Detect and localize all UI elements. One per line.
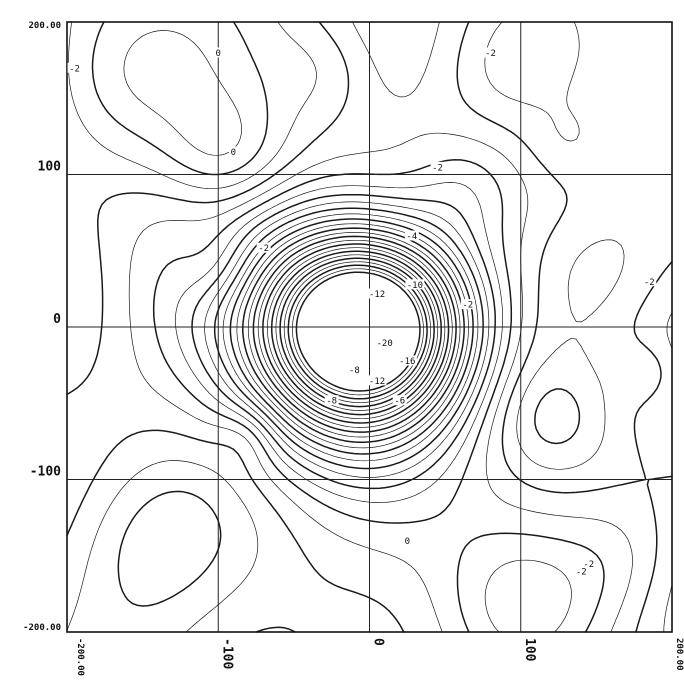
- contour-label-17: 0: [405, 537, 410, 547]
- contour-label-bg-2: [483, 47, 498, 58]
- contour-label-bg-4: [430, 161, 445, 172]
- contour-line-2: [91, 21, 581, 607]
- y-tick-label-3: -100: [30, 465, 61, 480]
- contour-label-8: -12: [369, 290, 385, 300]
- y-tick-label-0: 200.00: [28, 21, 61, 31]
- x-tick-label-3: 100: [522, 638, 537, 662]
- contour-label-16: -2: [644, 278, 655, 288]
- contour-label-15: -6: [394, 397, 405, 407]
- contour-label-bg-17: [402, 535, 412, 546]
- contour-label-bg-6: [404, 230, 419, 241]
- contour-label-0: 0: [216, 49, 221, 59]
- contour-line--21: [292, 268, 424, 396]
- contour-line--13: [257, 239, 453, 428]
- plot-frame: [66, 21, 673, 633]
- contour-label-bg-3: [228, 146, 238, 157]
- contour-line--8: [229, 218, 474, 455]
- contour-label-bg-1: [67, 62, 82, 73]
- contour-labels: 0-2-20-2-2-4-10-12-2-20-16-12-8-8 -6-20-2…: [67, 47, 657, 578]
- contour-label-bg-5: [256, 242, 271, 253]
- contour-line-3: [123, 30, 243, 156]
- contour-lines: [66, 21, 673, 633]
- contour-line--14: [262, 243, 450, 424]
- contour-label-bg-10: [375, 337, 395, 348]
- x-tick-label-1: -100: [219, 638, 234, 669]
- x-tick-label-2: 0: [371, 638, 386, 646]
- x-tick-labels: -200.00 -100 0 100 200.00: [75, 638, 684, 676]
- contour-label-bg-16: [642, 276, 657, 287]
- contour-label-bg-9: [460, 299, 475, 310]
- contour-label-bg-18: [581, 558, 596, 569]
- contour-label-bg-7: [405, 279, 425, 290]
- contour-label-bg-12: [367, 375, 387, 386]
- contour-label-19: -2: [576, 568, 587, 578]
- x-tick-label-0: -200.00: [75, 638, 85, 676]
- contour-line--3: [174, 182, 572, 633]
- contour-label-bg-14: [324, 395, 339, 406]
- contour-label-18: -2: [583, 560, 594, 570]
- contour-label-bg-11: [397, 355, 417, 366]
- contour-line--11: [247, 231, 461, 438]
- contour-line--4: [191, 193, 496, 490]
- contour-label-bg-0: [213, 47, 223, 58]
- contour-line--15: [267, 247, 446, 420]
- contour-label-5: -2: [258, 244, 269, 254]
- contour-label-12: -12: [369, 377, 385, 387]
- contour-label-1: -2: [69, 64, 80, 74]
- contour-label-4: -2: [432, 163, 443, 173]
- contour-label-7: -10: [407, 281, 423, 291]
- contour-label-9: -2: [462, 301, 473, 311]
- contour-label-bg-19: [574, 566, 589, 576]
- contour-label-6: -4: [406, 232, 417, 242]
- y-tick-label-2: 0: [53, 312, 61, 327]
- contour-line--12: [252, 235, 457, 433]
- contour-line--22: [295, 271, 421, 392]
- contour-label-2: -2: [485, 49, 496, 59]
- y-tick-label-4: -200.00: [23, 623, 61, 633]
- contour-label-bg-15: [392, 395, 407, 406]
- y-tick-label-1: 100: [38, 160, 62, 175]
- y-tick-labels: 200.00 100 0 -100 -200.00: [23, 21, 61, 633]
- contour-label-11: -16: [399, 357, 415, 367]
- contour-label-14: -8: [326, 397, 337, 407]
- contour-line--7: [222, 213, 479, 462]
- plot-border: [66, 21, 673, 633]
- contour-label-bg-8: [367, 288, 387, 299]
- contour-line--5: [204, 201, 490, 478]
- contour-label-10: -20: [376, 339, 392, 349]
- contour-label-13: -8: [349, 366, 360, 376]
- contour-line--10: [242, 227, 465, 443]
- grid-lines: [66, 21, 673, 633]
- contour-line--17: [275, 254, 439, 411]
- contour-label-bg-13: [347, 364, 362, 375]
- x-tick-label-4: 200.00: [674, 638, 684, 671]
- contour-line--6: [213, 207, 484, 470]
- contour-label-3: 0: [231, 148, 236, 158]
